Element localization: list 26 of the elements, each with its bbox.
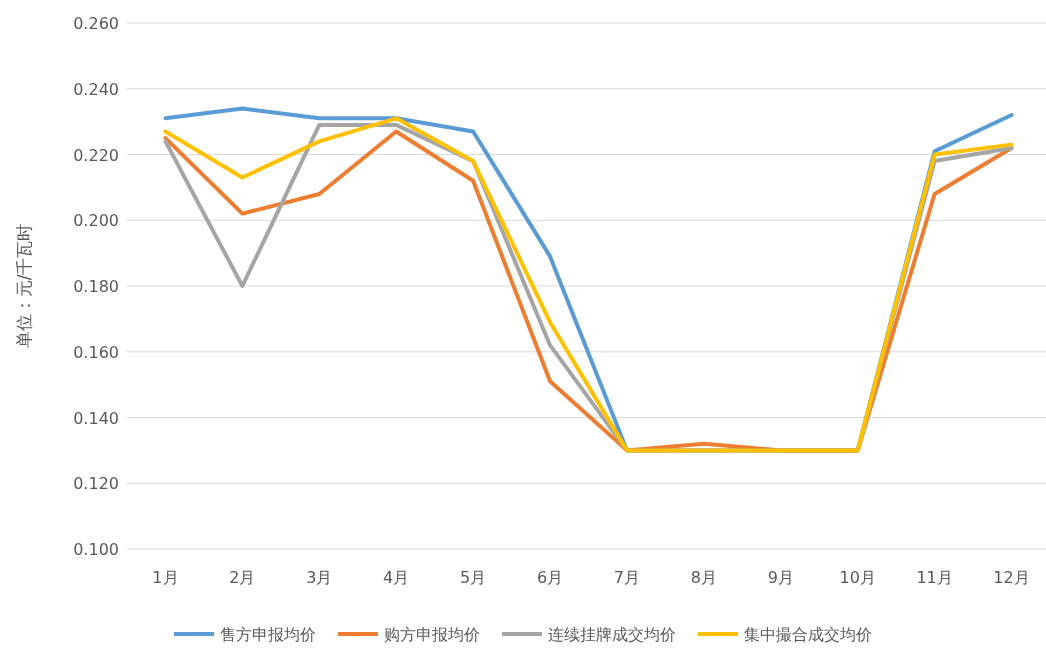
y-tick-label: 0.120: [73, 474, 119, 494]
legend-label: 连续挂牌成交均价: [548, 625, 676, 644]
y-tick-label: 0.260: [73, 14, 119, 33]
legend-label: 集中撮合成交均价: [744, 625, 872, 644]
x-tick-label: 12月: [993, 568, 1030, 587]
y-tick-label: 0.240: [73, 79, 119, 99]
y-tick-label: 0.100: [73, 540, 119, 559]
x-tick-label: 3月: [306, 568, 333, 587]
x-tick-label: 5月: [460, 568, 487, 587]
x-tick-label: 10月: [839, 568, 876, 587]
y-tick-label: 0.140: [73, 408, 119, 428]
y-tick-label: 0.200: [73, 211, 119, 231]
x-tick-label: 9月: [767, 568, 794, 587]
y-tick-label: 0.180: [73, 277, 119, 296]
y-axis-title: 单位：元/千瓦时: [14, 223, 34, 349]
y-tick-label: 0.220: [73, 145, 119, 165]
x-tick-label: 6月: [536, 568, 564, 587]
x-tick-label: 11月: [916, 568, 953, 587]
x-tick-label: 7月: [613, 568, 641, 587]
x-tick-label: 8月: [690, 568, 717, 587]
x-tick-label: 1月: [152, 568, 179, 587]
x-tick-label: 2月: [229, 568, 256, 587]
x-tick-label: 4月: [383, 568, 410, 587]
legend-label: 购方申报均价: [384, 625, 480, 644]
legend-label: 售方申报均价: [220, 625, 316, 644]
y-tick-label: 0.160: [73, 342, 119, 362]
